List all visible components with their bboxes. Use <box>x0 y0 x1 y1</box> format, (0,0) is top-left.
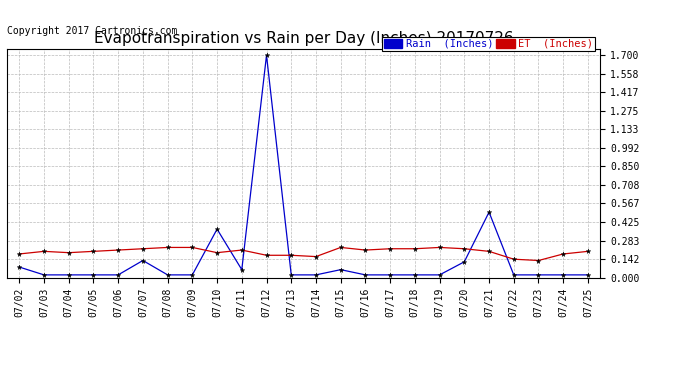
Legend: Rain  (Inches), ET  (Inches): Rain (Inches), ET (Inches) <box>382 37 595 51</box>
Title: Evapotranspiration vs Rain per Day (Inches) 20170726: Evapotranspiration vs Rain per Day (Inch… <box>94 31 513 46</box>
Text: Copyright 2017 Cartronics.com: Copyright 2017 Cartronics.com <box>7 26 177 36</box>
